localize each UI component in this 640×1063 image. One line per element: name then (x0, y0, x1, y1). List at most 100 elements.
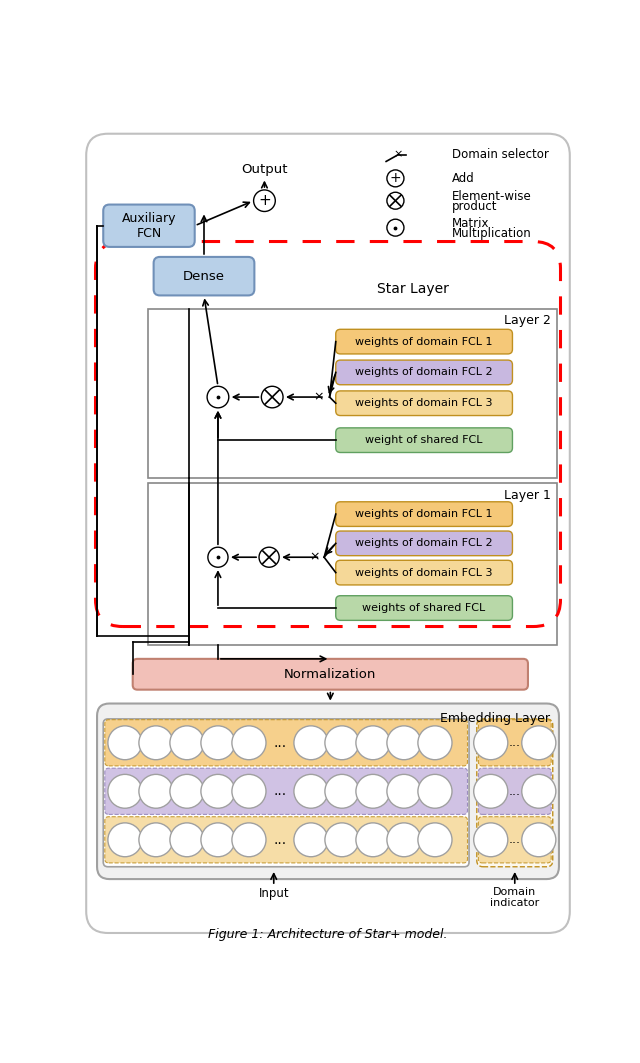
Text: Embedding Layer: Embedding Layer (440, 712, 550, 725)
Circle shape (522, 774, 556, 808)
Circle shape (201, 774, 235, 808)
Circle shape (474, 774, 508, 808)
Circle shape (139, 726, 173, 760)
Text: weights of domain FCL 3: weights of domain FCL 3 (355, 399, 493, 408)
Text: Star Layer: Star Layer (378, 283, 449, 297)
Text: Element-wise: Element-wise (452, 190, 532, 203)
Text: weights of domain FCL 2: weights of domain FCL 2 (355, 538, 493, 549)
FancyBboxPatch shape (336, 532, 513, 556)
Circle shape (232, 726, 266, 760)
Circle shape (108, 823, 142, 857)
Text: Auxiliary
FCN: Auxiliary FCN (122, 212, 176, 240)
Text: ...: ... (273, 736, 287, 749)
Text: +: + (258, 193, 271, 208)
Circle shape (387, 170, 404, 187)
FancyBboxPatch shape (336, 360, 513, 385)
Text: ...: ... (509, 737, 521, 749)
FancyBboxPatch shape (336, 560, 513, 585)
Circle shape (418, 726, 452, 760)
Text: Multiplication: Multiplication (452, 226, 532, 239)
Text: weight of shared FCL: weight of shared FCL (365, 435, 483, 445)
Circle shape (356, 774, 390, 808)
Circle shape (253, 190, 275, 212)
Text: ×: × (309, 551, 319, 563)
Circle shape (232, 823, 266, 857)
Text: weights of domain FCL 2: weights of domain FCL 2 (355, 368, 493, 377)
Circle shape (294, 774, 328, 808)
Circle shape (139, 823, 173, 857)
FancyBboxPatch shape (105, 720, 467, 765)
FancyBboxPatch shape (103, 719, 469, 866)
Circle shape (522, 823, 556, 857)
FancyBboxPatch shape (97, 704, 559, 879)
FancyBboxPatch shape (478, 816, 551, 863)
Circle shape (108, 726, 142, 760)
FancyBboxPatch shape (336, 330, 513, 354)
FancyBboxPatch shape (105, 816, 467, 863)
Text: product: product (452, 200, 497, 213)
Text: weights of domain FCL 1: weights of domain FCL 1 (355, 509, 493, 519)
FancyBboxPatch shape (103, 204, 195, 247)
Circle shape (232, 774, 266, 808)
Circle shape (201, 823, 235, 857)
Circle shape (325, 823, 359, 857)
Text: Output: Output (241, 164, 288, 176)
Text: ×: × (394, 150, 403, 159)
FancyBboxPatch shape (478, 769, 551, 814)
Text: ...: ... (273, 832, 287, 847)
Circle shape (294, 726, 328, 760)
Bar (148, 308, 557, 478)
Circle shape (387, 192, 404, 209)
Text: Domain
indicator: Domain indicator (490, 887, 540, 909)
FancyBboxPatch shape (336, 391, 513, 416)
Circle shape (418, 823, 452, 857)
Text: Layer 2: Layer 2 (504, 315, 551, 327)
Text: Dense: Dense (183, 270, 225, 283)
FancyBboxPatch shape (154, 257, 254, 296)
Circle shape (294, 823, 328, 857)
Text: Normalization: Normalization (284, 668, 376, 680)
Text: ...: ... (509, 833, 521, 846)
Circle shape (387, 774, 421, 808)
Text: ...: ... (273, 784, 287, 798)
FancyBboxPatch shape (336, 502, 513, 526)
Text: Input: Input (259, 888, 289, 900)
Circle shape (170, 823, 204, 857)
Circle shape (474, 726, 508, 760)
FancyBboxPatch shape (132, 659, 528, 690)
Circle shape (387, 726, 421, 760)
FancyBboxPatch shape (478, 720, 551, 765)
Circle shape (418, 774, 452, 808)
Text: weights of domain FCL 3: weights of domain FCL 3 (355, 568, 493, 577)
Text: Add: Add (452, 172, 475, 185)
Text: Matrix: Matrix (452, 217, 490, 231)
Circle shape (261, 386, 283, 408)
Text: Layer 1: Layer 1 (504, 489, 551, 502)
Circle shape (522, 726, 556, 760)
Circle shape (325, 726, 359, 760)
Circle shape (387, 219, 404, 236)
Circle shape (170, 774, 204, 808)
FancyBboxPatch shape (336, 595, 513, 621)
Circle shape (207, 386, 229, 408)
Circle shape (356, 726, 390, 760)
Text: weights of domain FCL 1: weights of domain FCL 1 (355, 337, 493, 347)
Circle shape (201, 726, 235, 760)
Circle shape (108, 774, 142, 808)
Circle shape (139, 774, 173, 808)
Circle shape (474, 823, 508, 857)
Circle shape (208, 547, 228, 568)
Circle shape (259, 547, 279, 568)
Circle shape (170, 726, 204, 760)
Circle shape (387, 823, 421, 857)
FancyBboxPatch shape (86, 134, 570, 933)
FancyBboxPatch shape (336, 428, 513, 453)
Text: Figure 1: Architecture of Star+ model.: Figure 1: Architecture of Star+ model. (208, 928, 448, 941)
Bar (148, 484, 557, 645)
Text: ...: ... (509, 784, 521, 798)
Circle shape (356, 823, 390, 857)
Text: ×: × (314, 390, 324, 404)
Text: +: + (390, 171, 401, 185)
Circle shape (325, 774, 359, 808)
FancyBboxPatch shape (105, 769, 467, 814)
